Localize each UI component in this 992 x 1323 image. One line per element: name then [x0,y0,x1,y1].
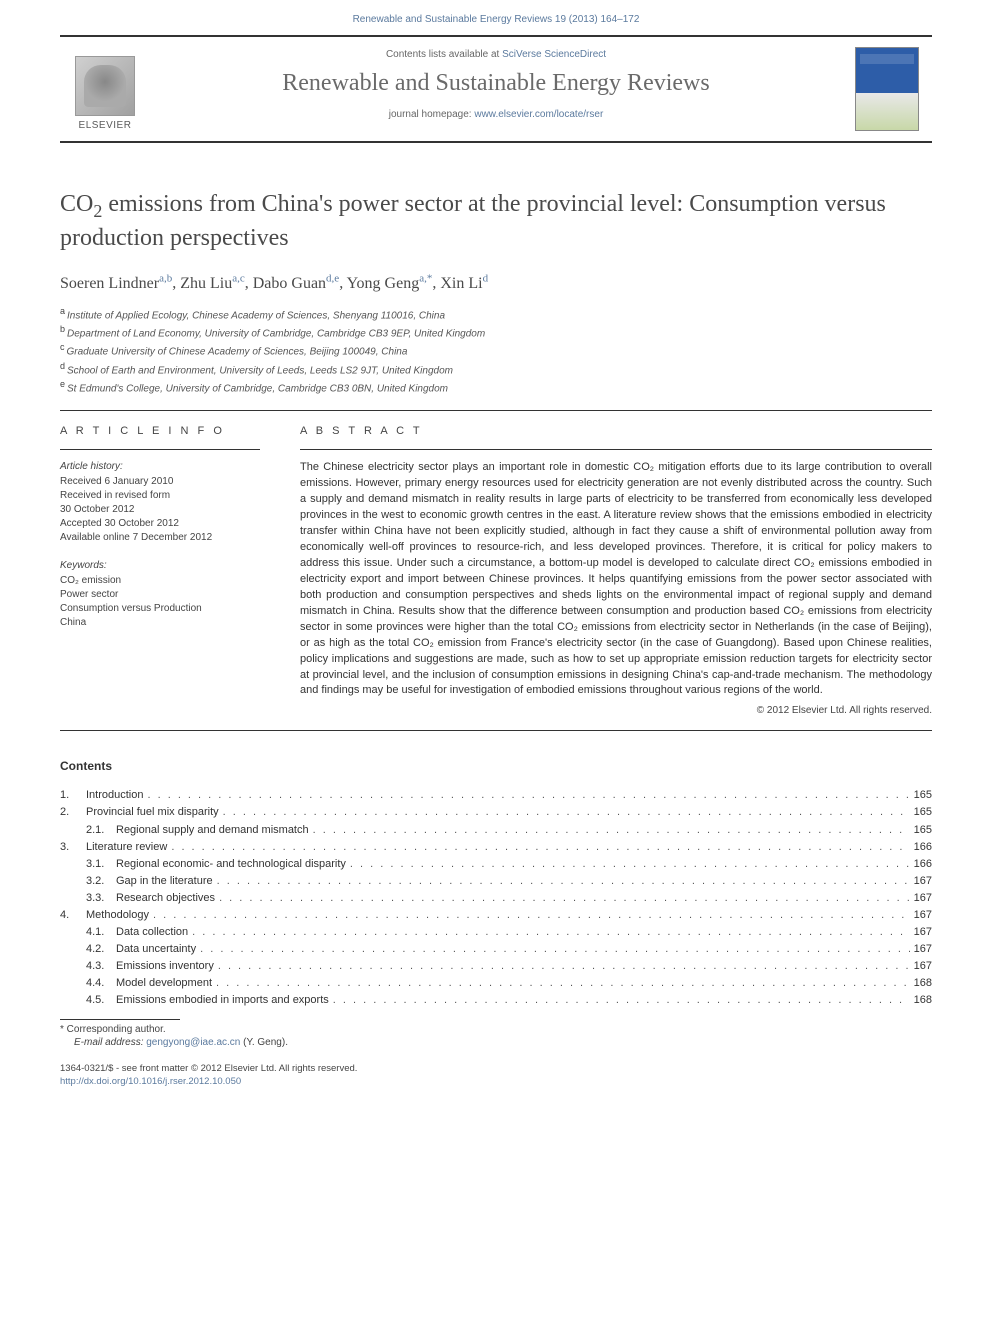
history-label: Article history: [60,460,260,474]
author: Yong Genga,* [347,275,433,292]
journal-banner: ELSEVIER Contents lists available at Sci… [60,35,932,143]
divider [60,730,932,731]
toc-row: 4.4.Model development. . . . . . . . . .… [60,975,932,992]
contents-available-line: Contents lists available at SciVerse Sci… [160,49,832,60]
footer-line1: 1364-0321/$ - see front matter © 2012 El… [60,1062,932,1075]
toc-row: 4.5.Emissions embodied in imports and ex… [60,992,932,1009]
journal-homepage-line: journal homepage: www.elsevier.com/locat… [160,109,832,120]
doi-link[interactable]: http://dx.doi.org/10.1016/j.rser.2012.10… [60,1076,241,1087]
author: Soeren Lindnera,b [60,275,172,292]
toc-row: 3.3.Research objectives. . . . . . . . .… [60,890,932,907]
banner-left: ELSEVIER [60,37,150,141]
sciencedirect-link[interactable]: SciVerse ScienceDirect [502,49,606,60]
keyword: Consumption versus Production [60,602,260,616]
running-header: Renewable and Sustainable Energy Reviews… [0,0,992,35]
homepage-prefix: journal homepage: [389,109,475,120]
main-content: CO2 emissions from China's power sector … [60,143,932,1009]
history-revised-1: Received in revised form [60,489,260,503]
history-online: Available online 7 December 2012 [60,531,260,545]
info-abstract-row: A R T I C L E I N F O Article history: R… [60,411,932,730]
paper-title: CO2 emissions from China's power sector … [60,189,932,254]
email-suffix: (Y. Geng). [240,1037,288,1048]
abstract-column: A B S T R A C T The Chinese electricity … [300,425,932,716]
author: Dabo Guand,e [253,275,339,292]
title-co: CO [60,191,93,217]
affiliation: cGraduate University of Chinese Academy … [60,341,932,359]
page-footer: 1364-0321/$ - see front matter © 2012 El… [60,1062,932,1089]
authors-line: Soeren Lindnera,b, Zhu Liua,c, Dabo Guan… [60,272,932,292]
banner-center: Contents lists available at SciVerse Sci… [150,37,842,141]
abstract-heading: A B S T R A C T [300,425,932,437]
toc-row: 4.2.Data uncertainty. . . . . . . . . . … [60,941,932,958]
journal-homepage-link[interactable]: www.elsevier.com/locate/rser [474,109,603,120]
affiliations-block: aInstitute of Applied Ecology, Chinese A… [60,305,932,397]
keyword: Power sector [60,588,260,602]
history-revised-2: 30 October 2012 [60,503,260,517]
banner-right [842,37,932,141]
keywords-label: Keywords: [60,559,260,573]
elsevier-logo-icon [75,56,135,116]
toc-row: 4.3.Emissions inventory. . . . . . . . .… [60,958,932,975]
corresponding-author: * Corresponding author. [60,1024,932,1035]
history-received: Received 6 January 2010 [60,475,260,489]
toc-row: 3.1.Regional economic- and technological… [60,856,932,873]
title-sub2: 2 [93,201,102,221]
toc-row: 2.1.Regional supply and demand mismatch.… [60,822,932,839]
article-info-column: A R T I C L E I N F O Article history: R… [60,425,260,716]
article-info-heading: A R T I C L E I N F O [60,425,260,437]
journal-title: Renewable and Sustainable Energy Reviews [160,70,832,97]
abstract-copyright: © 2012 Elsevier Ltd. All rights reserved… [300,705,932,716]
toc-row: 4.1.Data collection. . . . . . . . . . .… [60,924,932,941]
email-link[interactable]: gengyong@iae.ac.cn [146,1037,240,1048]
affiliation: bDepartment of Land Economy, University … [60,323,932,341]
author: Zhu Liua,c [180,275,245,292]
history-accepted: Accepted 30 October 2012 [60,517,260,531]
email-label: E-mail address: [74,1037,146,1048]
journal-cover-icon [855,47,919,131]
contents-heading: Contents [60,759,932,773]
toc-row: 1.Introduction. . . . . . . . . . . . . … [60,787,932,804]
keyword: CO₂ emission [60,574,260,588]
divider [300,449,932,450]
toc-row: 3.2.Gap in the literature. . . . . . . .… [60,873,932,890]
affiliation: eSt Edmund's College, University of Camb… [60,378,932,396]
divider [60,449,260,450]
affiliation: dSchool of Earth and Environment, Univer… [60,360,932,378]
keyword: China [60,616,260,630]
toc-row: 3.Literature review. . . . . . . . . . .… [60,839,932,856]
publisher-name: ELSEVIER [79,120,132,131]
toc-row: 2.Provincial fuel mix disparity. . . . .… [60,804,932,821]
affiliation: aInstitute of Applied Ecology, Chinese A… [60,305,932,323]
toc-row: 4.Methodology. . . . . . . . . . . . . .… [60,907,932,924]
footnote-rule [60,1019,180,1020]
title-rest: emissions from China's power sector at t… [60,191,886,251]
author: Xin Lid [440,275,488,292]
email-line: E-mail address: gengyong@iae.ac.cn (Y. G… [60,1037,932,1048]
toc: 1.Introduction. . . . . . . . . . . . . … [60,787,932,1009]
contents-prefix: Contents lists available at [386,49,502,60]
contents-section: Contents 1.Introduction. . . . . . . . .… [60,759,932,1009]
keywords-list: CO₂ emission Power sector Consumption ve… [60,574,260,630]
footnotes: * Corresponding author. E-mail address: … [60,1009,932,1048]
abstract-text: The Chinese electricity sector plays an … [300,460,932,699]
